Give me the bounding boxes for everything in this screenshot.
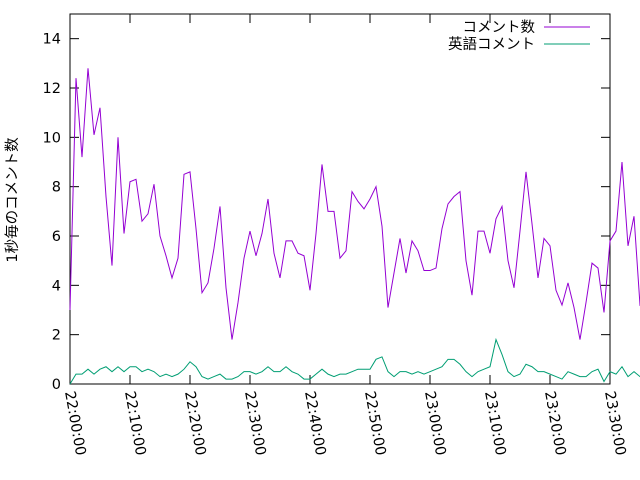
y-tick-label: 10 — [43, 130, 61, 146]
plot-frame — [69, 13, 611, 385]
y-tick-label: 14 — [43, 32, 61, 48]
series-layer — [69, 68, 640, 385]
legend-label: 英語コメント — [448, 35, 535, 53]
y-tick-label: 12 — [43, 81, 61, 97]
plot-border — [69, 13, 611, 385]
y-tick-label: 6 — [52, 229, 61, 245]
series-2 — [69, 337, 640, 385]
series-line — [69, 337, 640, 385]
y-axis-label: 1秒毎のコメント数 — [4, 137, 21, 263]
legend-label: コメント数 — [463, 19, 536, 36]
series-line — [69, 68, 640, 340]
y-tick-label: 0 — [52, 377, 61, 393]
y-tick-label: 2 — [52, 328, 61, 344]
series-1 — [69, 68, 640, 340]
y-axis-ticks: 0 2 4 6 8 10 12 14 — [43, 32, 610, 393]
y-tick-label: 8 — [52, 180, 61, 196]
y-tick-label: 4 — [52, 278, 61, 294]
